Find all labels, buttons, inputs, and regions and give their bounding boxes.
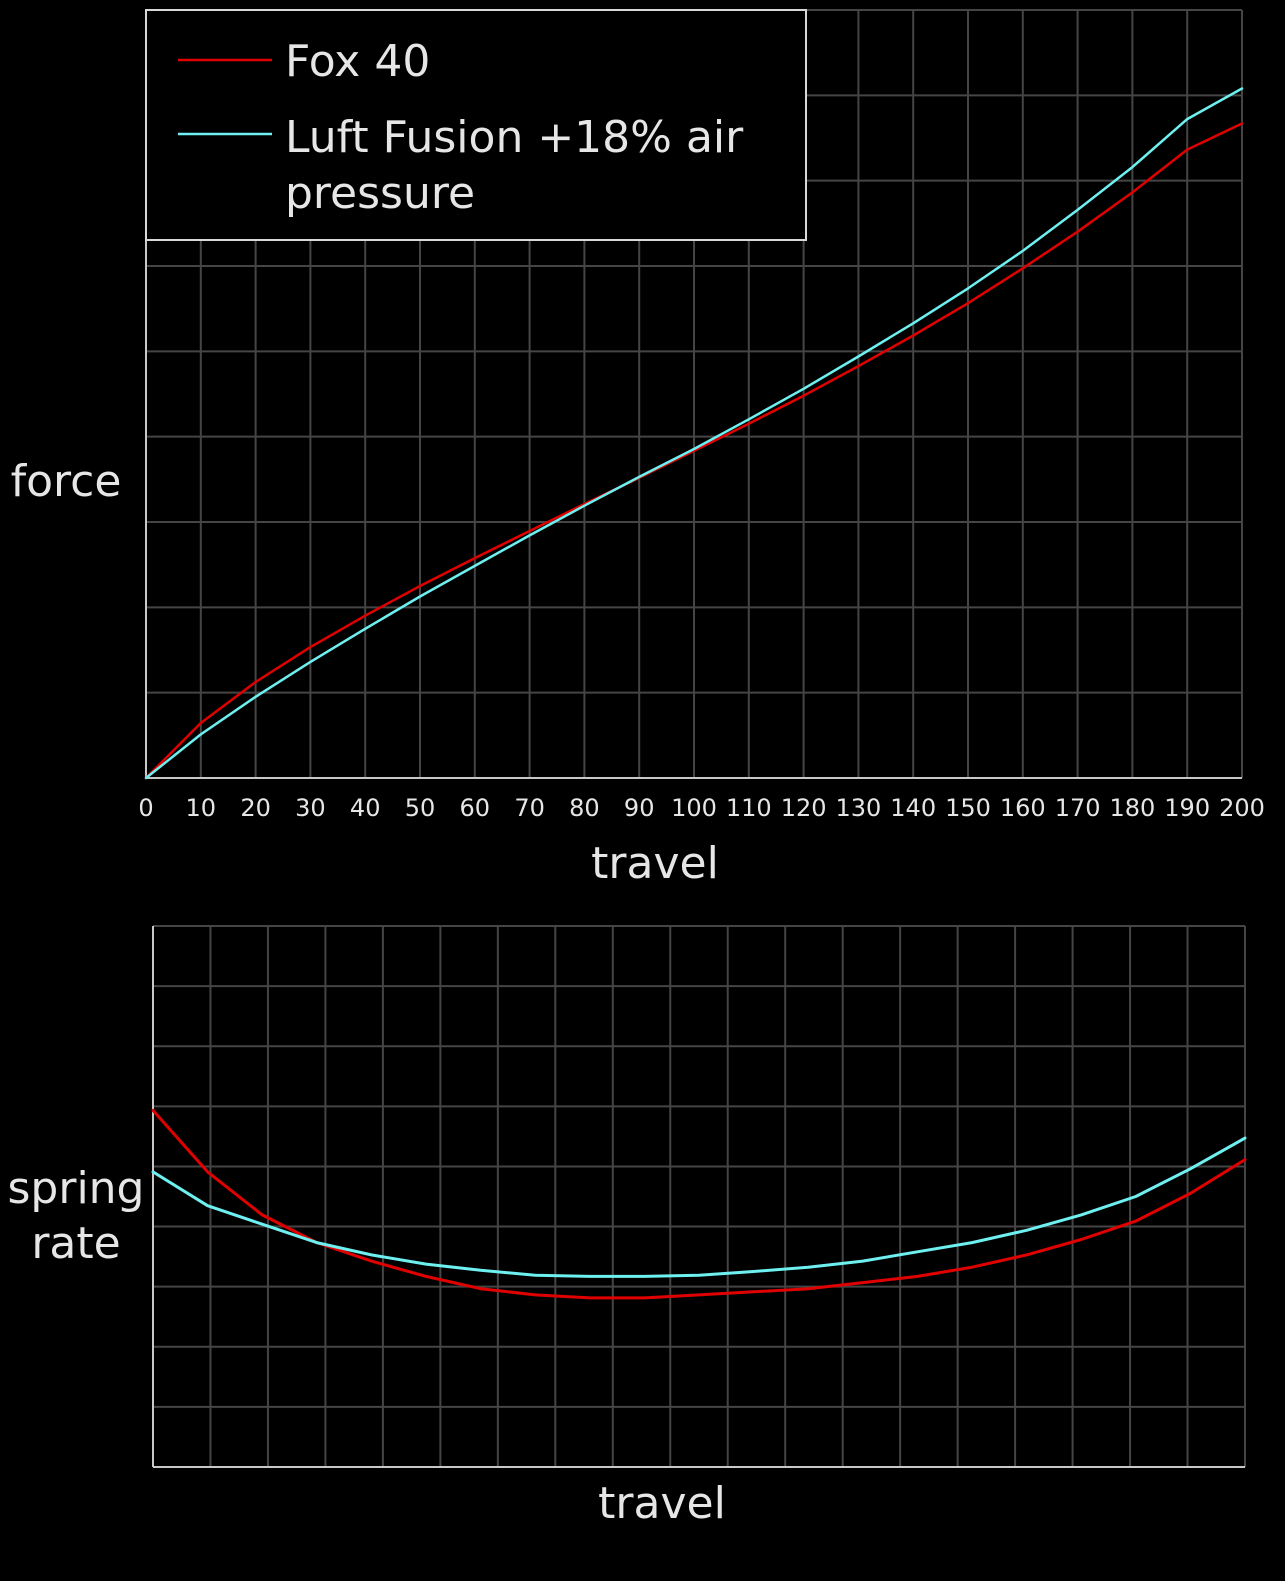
x-tick-label: 140 (890, 794, 936, 822)
force-chart-x-ticks: 0 10 20 30 40 50 60 70 80 90 100 110 120 130 140 150 160… (138, 794, 1265, 822)
x-tick-label: 110 (726, 794, 772, 822)
spring-rate-chart-axes (152, 926, 1245, 1468)
x-tick-label: 150 (945, 794, 991, 822)
x-tick-label: 10 (186, 794, 217, 822)
legend-box (145, 9, 807, 241)
legend-label-luft-fusion-line2: pressure (285, 168, 475, 219)
force-chart-series (144, 87, 1244, 780)
series-line-fox-40 (144, 122, 1244, 780)
legend: Fox 40 Luft Fusion +18% air pressure (145, 9, 807, 241)
legend-label-luft-fusion-line1: Luft Fusion +18% air (285, 112, 744, 163)
x-tick-label: 170 (1055, 794, 1101, 822)
x-tick-label: 130 (835, 794, 881, 822)
force-chart-x-axis-label: travel (591, 838, 719, 889)
x-tick-label: 60 (460, 794, 491, 822)
x-tick-label: 90 (624, 794, 655, 822)
x-tick-label: 200 (1219, 794, 1265, 822)
legend-label-fox-40: Fox 40 (285, 36, 430, 87)
x-tick-label: 160 (1000, 794, 1046, 822)
x-tick-label: 190 (1164, 794, 1210, 822)
x-tick-label: 100 (671, 794, 717, 822)
x-tick-label: 20 (240, 794, 271, 822)
spring-rate-chart-series (151, 1108, 1247, 1300)
spring-rate-travel-chart: travel spring rate (8, 925, 1247, 1529)
x-tick-label: 0 (138, 794, 153, 822)
spring-rate-chart-x-axis-label: travel (598, 1478, 726, 1529)
spring-rate-chart-y-axis-label-line2: rate (31, 1218, 120, 1269)
x-tick-label: 180 (1109, 794, 1155, 822)
x-tick-label: 120 (781, 794, 827, 822)
series-line-luft-fusion (151, 1136, 1247, 1278)
force-chart-y-axis-label: force (11, 456, 122, 507)
spring-rate-chart-y-axis-label-line1: spring (8, 1163, 145, 1214)
x-tick-label: 40 (350, 794, 381, 822)
spring-rate-chart-grid (153, 925, 1246, 1467)
x-tick-label: 50 (405, 794, 436, 822)
x-tick-label: 70 (514, 794, 545, 822)
series-line-luft-fusion (144, 87, 1244, 780)
series-line-fox-40 (151, 1108, 1247, 1300)
x-tick-label: 80 (569, 794, 600, 822)
x-tick-label: 30 (295, 794, 326, 822)
force-travel-chart: 0 10 20 30 40 50 60 70 80 90 100 110 120 130 140 150 160… (11, 9, 1265, 889)
